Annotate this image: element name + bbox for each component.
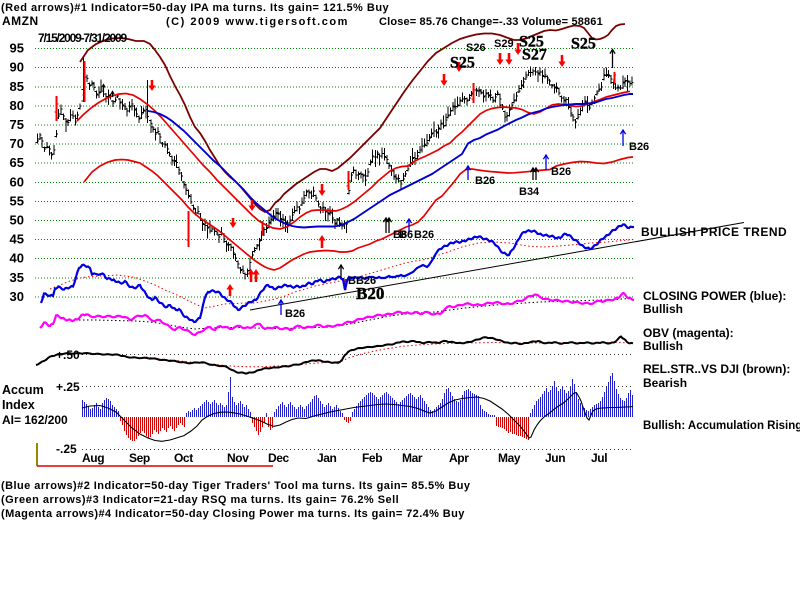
- svg-text:+.50: +.50: [56, 348, 80, 362]
- svg-text:B26: B26: [285, 308, 305, 320]
- svg-text:B26: B26: [629, 141, 649, 153]
- svg-text:Jan: Jan: [317, 451, 337, 465]
- svg-text:(C) 2009 www.tigersoft.com: (C) 2009 www.tigersoft.com: [166, 16, 349, 28]
- svg-text:65: 65: [10, 155, 24, 170]
- svg-text:Aug: Aug: [82, 451, 104, 465]
- svg-text:95: 95: [10, 41, 24, 56]
- svg-text:Bullish: Bullish: [643, 339, 683, 353]
- svg-text:AMZN: AMZN: [2, 14, 39, 28]
- svg-text:S25: S25: [571, 36, 596, 53]
- svg-text:CLOSING POWER (blue):: CLOSING POWER (blue):: [643, 289, 786, 303]
- svg-text:B26: B26: [475, 175, 495, 187]
- svg-text:B8: B8: [393, 229, 407, 241]
- svg-text:Oct: Oct: [174, 451, 193, 465]
- svg-text:B6: B6: [399, 229, 413, 241]
- svg-text:(Green arrows)#3 Indicator=21-: (Green arrows)#3 Indicator=21-day RSQ ma…: [1, 494, 399, 506]
- svg-text:S25: S25: [450, 55, 475, 72]
- svg-text:70: 70: [10, 136, 24, 151]
- svg-text:35: 35: [10, 270, 24, 285]
- svg-text:40: 40: [10, 251, 24, 266]
- svg-text:Sep: Sep: [129, 451, 150, 465]
- svg-text:S26: S26: [466, 42, 486, 54]
- svg-text:AI= 162/200: AI= 162/200: [2, 413, 68, 427]
- svg-text:S29: S29: [494, 38, 514, 50]
- svg-text:B20: B20: [356, 284, 384, 303]
- svg-text:-.25: -.25: [56, 442, 77, 456]
- svg-text:7/15/2009-7/31/2009: 7/15/2009-7/31/2009: [38, 31, 127, 45]
- svg-text:(Red arrows)#1 Indicator=50-da: (Red arrows)#1 Indicator=50-day IPA ma t…: [1, 2, 390, 14]
- svg-text:S25: S25: [519, 34, 544, 51]
- svg-text:Index: Index: [2, 398, 35, 412]
- svg-text:B26: B26: [551, 166, 571, 178]
- svg-text:Bullish: Bullish: [643, 302, 683, 316]
- svg-text:60: 60: [10, 174, 24, 189]
- svg-text:+.25: +.25: [56, 380, 80, 394]
- svg-text:BULLISH PRICE TREND: BULLISH PRICE TREND: [641, 225, 787, 239]
- svg-text:Jul: Jul: [591, 451, 607, 465]
- svg-text:55: 55: [10, 193, 24, 208]
- svg-text:Close= 85.76 Change=-.33 Vol: Close= 85.76 Change=-.33 Volume= 58861: [379, 16, 603, 28]
- svg-text:BB26: BB26: [348, 275, 376, 287]
- svg-text:30: 30: [10, 289, 24, 304]
- svg-text:80: 80: [10, 98, 24, 113]
- svg-text:45: 45: [10, 232, 24, 247]
- svg-text:B34: B34: [519, 186, 540, 198]
- svg-text:REL.STR..VS DJI (brown):: REL.STR..VS DJI (brown):: [643, 362, 790, 376]
- svg-text:Bearish: Bearish: [643, 376, 687, 390]
- svg-text:Dec: Dec: [268, 451, 290, 465]
- svg-text:85: 85: [10, 79, 24, 94]
- svg-text:Mar: Mar: [402, 451, 423, 465]
- svg-text:B26: B26: [414, 229, 434, 241]
- svg-text:Bullish: Accumulation Rising: Bullish: Accumulation Rising: [643, 420, 800, 432]
- svg-text:Apr: Apr: [449, 451, 469, 465]
- svg-text:90: 90: [10, 60, 24, 75]
- svg-text:50: 50: [10, 213, 24, 228]
- svg-text:S27: S27: [522, 47, 547, 64]
- svg-text:Accum: Accum: [2, 383, 44, 397]
- svg-text:(Magenta arrows)#4 Indicator=5: (Magenta arrows)#4 Indicator=50-day Clos…: [1, 508, 465, 520]
- svg-text:(Blue arrows)#2 Indicator=50-d: (Blue arrows)#2 Indicator=50-day Tiger T…: [1, 480, 471, 492]
- svg-text:Jun: Jun: [545, 451, 565, 465]
- svg-text:May: May: [498, 451, 521, 465]
- svg-text:OBV (magenta):: OBV (magenta):: [643, 326, 734, 340]
- svg-text:75: 75: [10, 117, 24, 132]
- svg-text:Nov: Nov: [227, 451, 249, 465]
- svg-text:Feb: Feb: [362, 451, 382, 465]
